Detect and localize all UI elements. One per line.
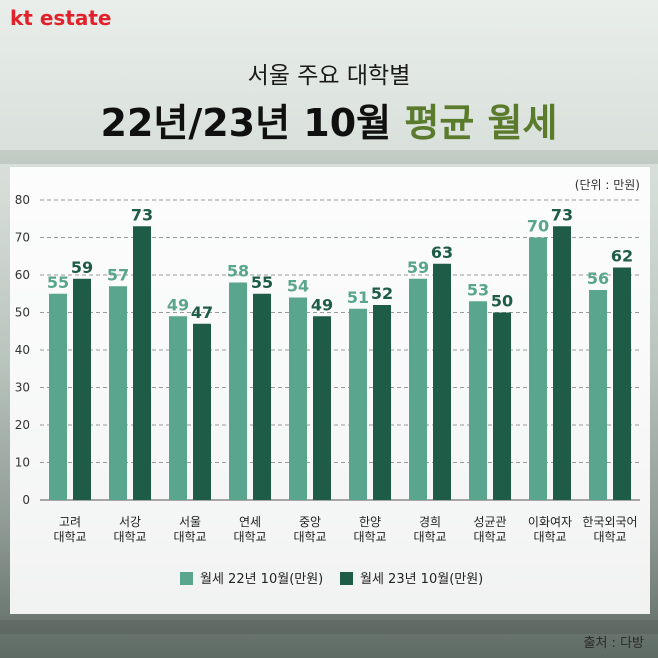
- legend-label: 월세 22년 10월(만원): [200, 572, 323, 587]
- data-label: 62: [611, 247, 633, 266]
- data-label: 58: [227, 262, 249, 281]
- y-tick-label: 10: [15, 456, 30, 470]
- x-tick-label: 중앙: [299, 515, 321, 529]
- data-label: 73: [131, 205, 153, 224]
- x-tick-label: 대학교: [593, 530, 626, 544]
- bar: [493, 312, 511, 500]
- data-label: 73: [551, 205, 573, 224]
- x-tick-label: 대학교: [173, 530, 206, 544]
- data-label: 57: [107, 265, 129, 284]
- legend-swatch: [180, 572, 193, 585]
- data-label: 63: [431, 243, 453, 262]
- data-label: 55: [47, 273, 69, 292]
- x-tick-label: 이화여자: [528, 515, 572, 529]
- data-label: 50: [491, 292, 513, 311]
- x-tick-label: 고려: [59, 515, 81, 529]
- data-label: 53: [467, 280, 489, 299]
- chart-title-accent: 평균 월세: [404, 101, 558, 145]
- bar: [433, 263, 451, 500]
- y-tick-label: 20: [15, 418, 30, 432]
- data-label: 51: [347, 288, 369, 307]
- logo-estate: estate: [32, 6, 112, 30]
- data-label: 59: [407, 258, 429, 277]
- x-tick-label: 대학교: [413, 530, 446, 544]
- background-stripe: [0, 620, 658, 634]
- source-label: 출처 : 다방: [583, 636, 645, 651]
- x-tick-label: 대학교: [473, 530, 506, 544]
- logo-kt: kt: [10, 6, 33, 30]
- bar: [589, 290, 607, 500]
- chart-subtitle: 서울 주요 대학별: [247, 63, 411, 89]
- bar: [229, 282, 247, 500]
- x-tick-label: 대학교: [533, 530, 566, 544]
- bar: [553, 226, 571, 500]
- y-tick-label: 80: [15, 193, 30, 207]
- y-tick-label: 60: [15, 268, 30, 282]
- data-label: 70: [527, 217, 549, 236]
- legend-swatch: [340, 572, 353, 585]
- x-tick-label: 한국외국어: [582, 515, 637, 529]
- x-tick-label: 경희: [419, 515, 441, 529]
- bar: [349, 308, 367, 500]
- data-label: 54: [287, 277, 309, 296]
- bar: [73, 278, 91, 500]
- bar: [193, 323, 211, 500]
- x-tick-label: 대학교: [113, 530, 146, 544]
- x-tick-label: 성균관: [473, 515, 506, 529]
- bar: [133, 226, 151, 500]
- y-tick-label: 50: [15, 306, 30, 320]
- bar: [169, 316, 187, 500]
- bar: [253, 293, 271, 500]
- x-tick-label: 연세: [239, 515, 261, 529]
- bar: [289, 297, 307, 500]
- bar: [613, 267, 631, 500]
- bar: [373, 305, 391, 500]
- y-tick-label: 30: [15, 381, 30, 395]
- bar: [529, 237, 547, 500]
- unit-label: (단위 : 만원): [574, 178, 640, 192]
- data-label: 49: [311, 295, 333, 314]
- x-tick-label: 대학교: [53, 530, 86, 544]
- y-tick-label: 70: [15, 231, 30, 245]
- x-tick-label: 한양: [359, 515, 381, 529]
- legend-label: 월세 23년 10월(만원): [360, 572, 483, 587]
- data-label: 49: [167, 295, 189, 314]
- x-tick-label: 서울: [179, 515, 201, 529]
- x-tick-label: 서강: [119, 515, 141, 529]
- x-tick-label: 대학교: [233, 530, 266, 544]
- bar: [109, 286, 127, 500]
- data-label: 55: [251, 273, 273, 292]
- data-label: 59: [71, 258, 93, 277]
- y-tick-label: 40: [15, 343, 30, 357]
- bar: [409, 278, 427, 500]
- bar: [469, 301, 487, 500]
- chart-title-main: 22년/23년 10월: [100, 101, 405, 145]
- chart-title: 22년/23년 10월 평균 월세: [0, 92, 658, 147]
- data-label: 47: [191, 303, 213, 322]
- data-label: 56: [587, 269, 609, 288]
- x-tick-label: 대학교: [293, 530, 326, 544]
- bar: [49, 293, 67, 500]
- data-label: 52: [371, 284, 393, 303]
- y-tick-label: 0: [22, 493, 30, 507]
- logo: kt estate: [10, 6, 112, 30]
- x-tick-label: 대학교: [353, 530, 386, 544]
- background-stripe: [0, 150, 658, 164]
- bar: [313, 316, 331, 500]
